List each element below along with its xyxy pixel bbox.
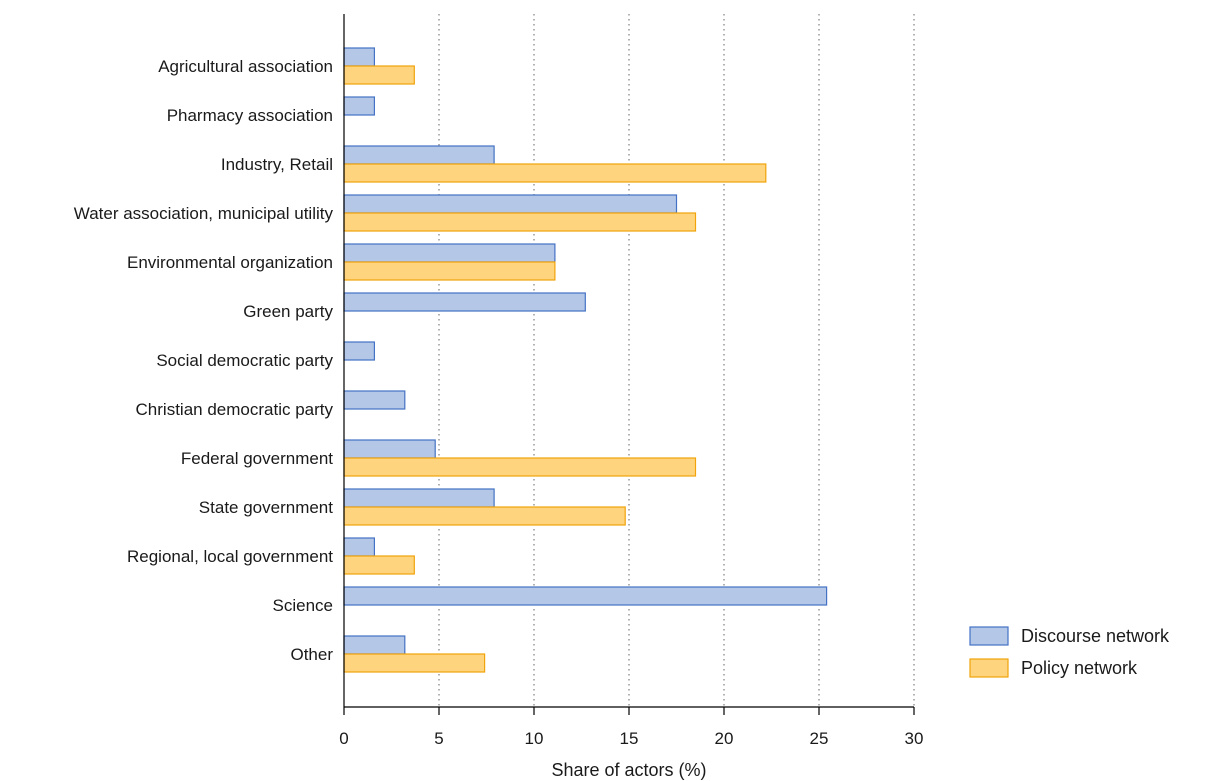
x-tick-label: 5 bbox=[434, 729, 443, 748]
bar-policy-network bbox=[343, 457, 697, 477]
legend-label-policy-network: Policy network bbox=[1021, 658, 1138, 678]
bar-discourse-network bbox=[343, 243, 556, 263]
category-label: Science bbox=[273, 596, 333, 615]
x-tick-label: 0 bbox=[339, 729, 348, 748]
bar-policy-network bbox=[343, 163, 767, 183]
bar-discourse-network bbox=[343, 292, 586, 312]
x-tick-label: 10 bbox=[525, 729, 544, 748]
category-label: State government bbox=[199, 498, 333, 517]
bar-discourse-network bbox=[343, 145, 495, 165]
bar-discourse-network bbox=[343, 537, 375, 557]
category-label: Christian democratic party bbox=[136, 400, 334, 419]
x-axis-title: Share of actors (%) bbox=[551, 760, 706, 780]
category-label: Social democratic party bbox=[156, 351, 333, 370]
bar-policy-network bbox=[343, 65, 415, 85]
category-label: Other bbox=[290, 645, 333, 664]
legend: Discourse network Policy network bbox=[969, 626, 1170, 678]
category-label: Green party bbox=[243, 302, 333, 321]
x-ticks: 0 5 10 15 20 25 30 bbox=[339, 707, 923, 748]
bar-discourse-network bbox=[343, 635, 406, 655]
bar-discourse-network bbox=[343, 341, 375, 361]
bars bbox=[343, 47, 828, 673]
x-tick-label: 30 bbox=[905, 729, 924, 748]
category-label: Industry, Retail bbox=[221, 155, 333, 174]
bar-discourse-network bbox=[343, 96, 375, 116]
x-tick-label: 25 bbox=[810, 729, 829, 748]
bar-discourse-network bbox=[343, 488, 495, 508]
bar-discourse-network bbox=[343, 390, 406, 410]
bar-policy-network bbox=[343, 261, 556, 281]
bar-policy-network bbox=[343, 506, 626, 526]
grid-lines bbox=[438, 14, 915, 707]
bar-discourse-network bbox=[343, 47, 375, 67]
x-tick-label: 15 bbox=[620, 729, 639, 748]
legend-label-discourse-network: Discourse network bbox=[1021, 626, 1170, 646]
x-tick-label: 20 bbox=[715, 729, 734, 748]
bar-policy-network bbox=[343, 555, 415, 575]
bar-policy-network bbox=[343, 212, 697, 232]
category-label: Federal government bbox=[181, 449, 333, 468]
category-label: Regional, local government bbox=[127, 547, 333, 566]
category-label: Environmental organization bbox=[127, 253, 333, 272]
bar-discourse-network bbox=[343, 439, 436, 459]
category-label: Agricultural association bbox=[158, 57, 333, 76]
bar-discourse-network bbox=[343, 586, 828, 606]
bar-policy-network bbox=[343, 653, 486, 673]
category-label: Water association, municipal utility bbox=[74, 204, 334, 223]
category-labels: Agricultural association Pharmacy associa… bbox=[74, 57, 334, 664]
legend-swatch-discourse-network bbox=[969, 626, 1009, 646]
category-label: Pharmacy association bbox=[167, 106, 333, 125]
legend-swatch-policy-network bbox=[969, 658, 1009, 678]
bar-discourse-network bbox=[343, 194, 678, 214]
